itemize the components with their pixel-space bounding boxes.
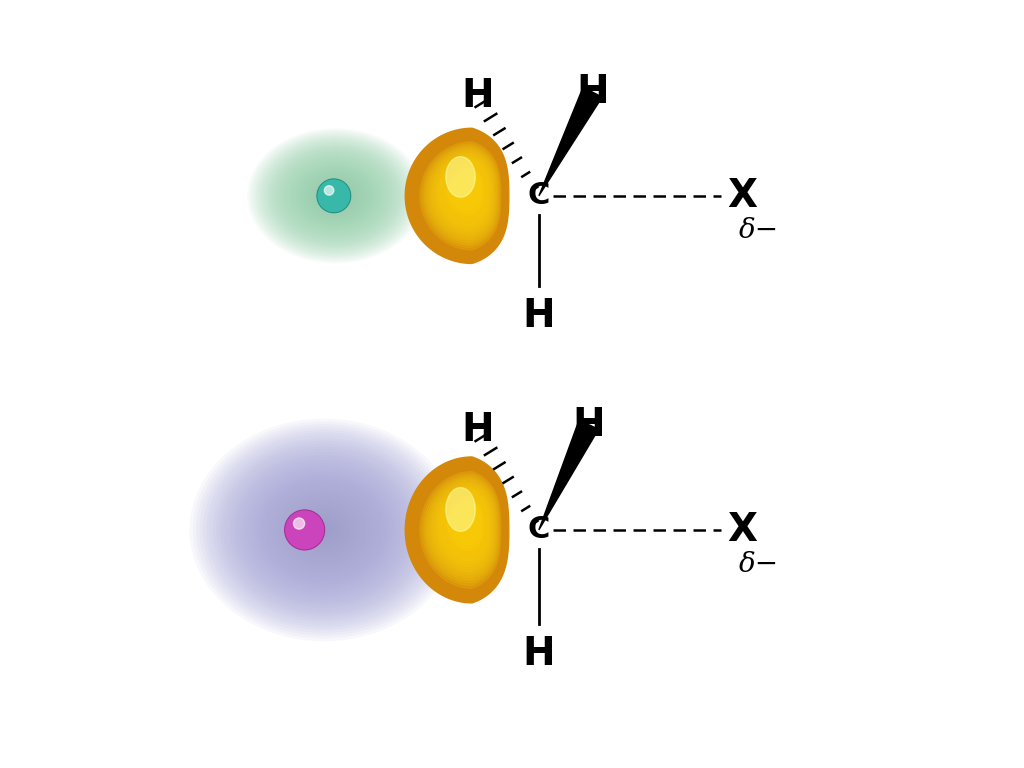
Polygon shape (432, 484, 493, 572)
Polygon shape (422, 474, 500, 586)
Polygon shape (441, 493, 486, 559)
Polygon shape (428, 149, 496, 240)
Polygon shape (426, 478, 497, 581)
Polygon shape (432, 153, 493, 235)
Ellipse shape (249, 130, 422, 262)
Polygon shape (539, 88, 602, 196)
Polygon shape (457, 509, 476, 538)
Ellipse shape (189, 419, 459, 641)
Polygon shape (424, 145, 498, 245)
Polygon shape (453, 505, 479, 543)
Polygon shape (430, 482, 495, 575)
Ellipse shape (247, 128, 424, 263)
Circle shape (325, 186, 334, 195)
Polygon shape (445, 488, 475, 531)
Text: H: H (461, 411, 494, 449)
Polygon shape (424, 475, 498, 583)
Polygon shape (435, 157, 490, 230)
Ellipse shape (197, 424, 452, 636)
Polygon shape (406, 457, 509, 603)
Polygon shape (445, 498, 484, 554)
Polygon shape (465, 517, 471, 527)
Polygon shape (463, 182, 472, 195)
Polygon shape (453, 173, 479, 207)
Polygon shape (467, 519, 470, 524)
Text: C: C (527, 515, 550, 545)
Polygon shape (437, 489, 489, 564)
Text: H: H (522, 635, 555, 674)
Polygon shape (430, 151, 495, 237)
Polygon shape (450, 170, 481, 213)
Polygon shape (422, 144, 500, 247)
Ellipse shape (252, 131, 419, 260)
Polygon shape (426, 147, 497, 243)
Text: X: X (727, 177, 758, 215)
Polygon shape (445, 166, 484, 217)
Polygon shape (465, 184, 471, 193)
Text: C: C (527, 181, 550, 210)
Polygon shape (443, 164, 485, 220)
Ellipse shape (193, 422, 455, 638)
Polygon shape (428, 479, 496, 578)
Polygon shape (439, 161, 487, 225)
Circle shape (285, 510, 325, 550)
Text: H: H (577, 73, 609, 111)
Polygon shape (461, 180, 474, 197)
Ellipse shape (200, 427, 449, 633)
Polygon shape (435, 488, 490, 567)
Polygon shape (443, 495, 485, 556)
Polygon shape (459, 178, 475, 200)
Circle shape (294, 518, 305, 529)
Polygon shape (441, 162, 486, 223)
Polygon shape (455, 175, 477, 205)
Text: δ−: δ− (739, 551, 779, 578)
Text: H: H (572, 406, 605, 444)
Polygon shape (463, 515, 472, 529)
Text: X: X (727, 511, 758, 549)
Polygon shape (447, 499, 482, 551)
Text: H: H (522, 297, 555, 336)
Text: H: H (461, 77, 494, 115)
Polygon shape (450, 502, 481, 548)
Circle shape (317, 179, 350, 213)
Polygon shape (455, 508, 477, 540)
Polygon shape (433, 154, 492, 233)
Polygon shape (467, 186, 470, 190)
Polygon shape (457, 177, 476, 203)
Polygon shape (406, 128, 509, 263)
Polygon shape (452, 503, 480, 545)
Polygon shape (447, 167, 482, 215)
Polygon shape (461, 513, 474, 532)
Polygon shape (437, 158, 489, 227)
Polygon shape (433, 485, 492, 570)
Polygon shape (420, 472, 501, 588)
Polygon shape (539, 420, 598, 530)
Ellipse shape (254, 134, 417, 258)
Text: δ−: δ− (739, 217, 779, 244)
Polygon shape (445, 157, 475, 197)
Polygon shape (452, 171, 480, 210)
Polygon shape (439, 492, 487, 561)
Polygon shape (459, 511, 475, 535)
Polygon shape (420, 142, 501, 250)
